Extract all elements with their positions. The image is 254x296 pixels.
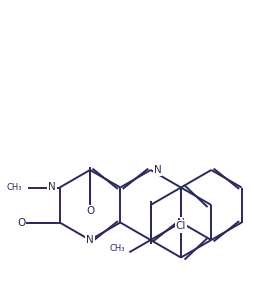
- Text: CH₃: CH₃: [6, 183, 22, 192]
- Text: CH₃: CH₃: [110, 244, 125, 253]
- Text: N: N: [154, 165, 161, 175]
- Text: O: O: [17, 218, 26, 228]
- Text: N: N: [86, 235, 94, 245]
- Text: N: N: [177, 218, 185, 228]
- Text: O: O: [86, 206, 94, 216]
- Text: N: N: [48, 183, 56, 192]
- Text: Cl: Cl: [176, 221, 186, 231]
